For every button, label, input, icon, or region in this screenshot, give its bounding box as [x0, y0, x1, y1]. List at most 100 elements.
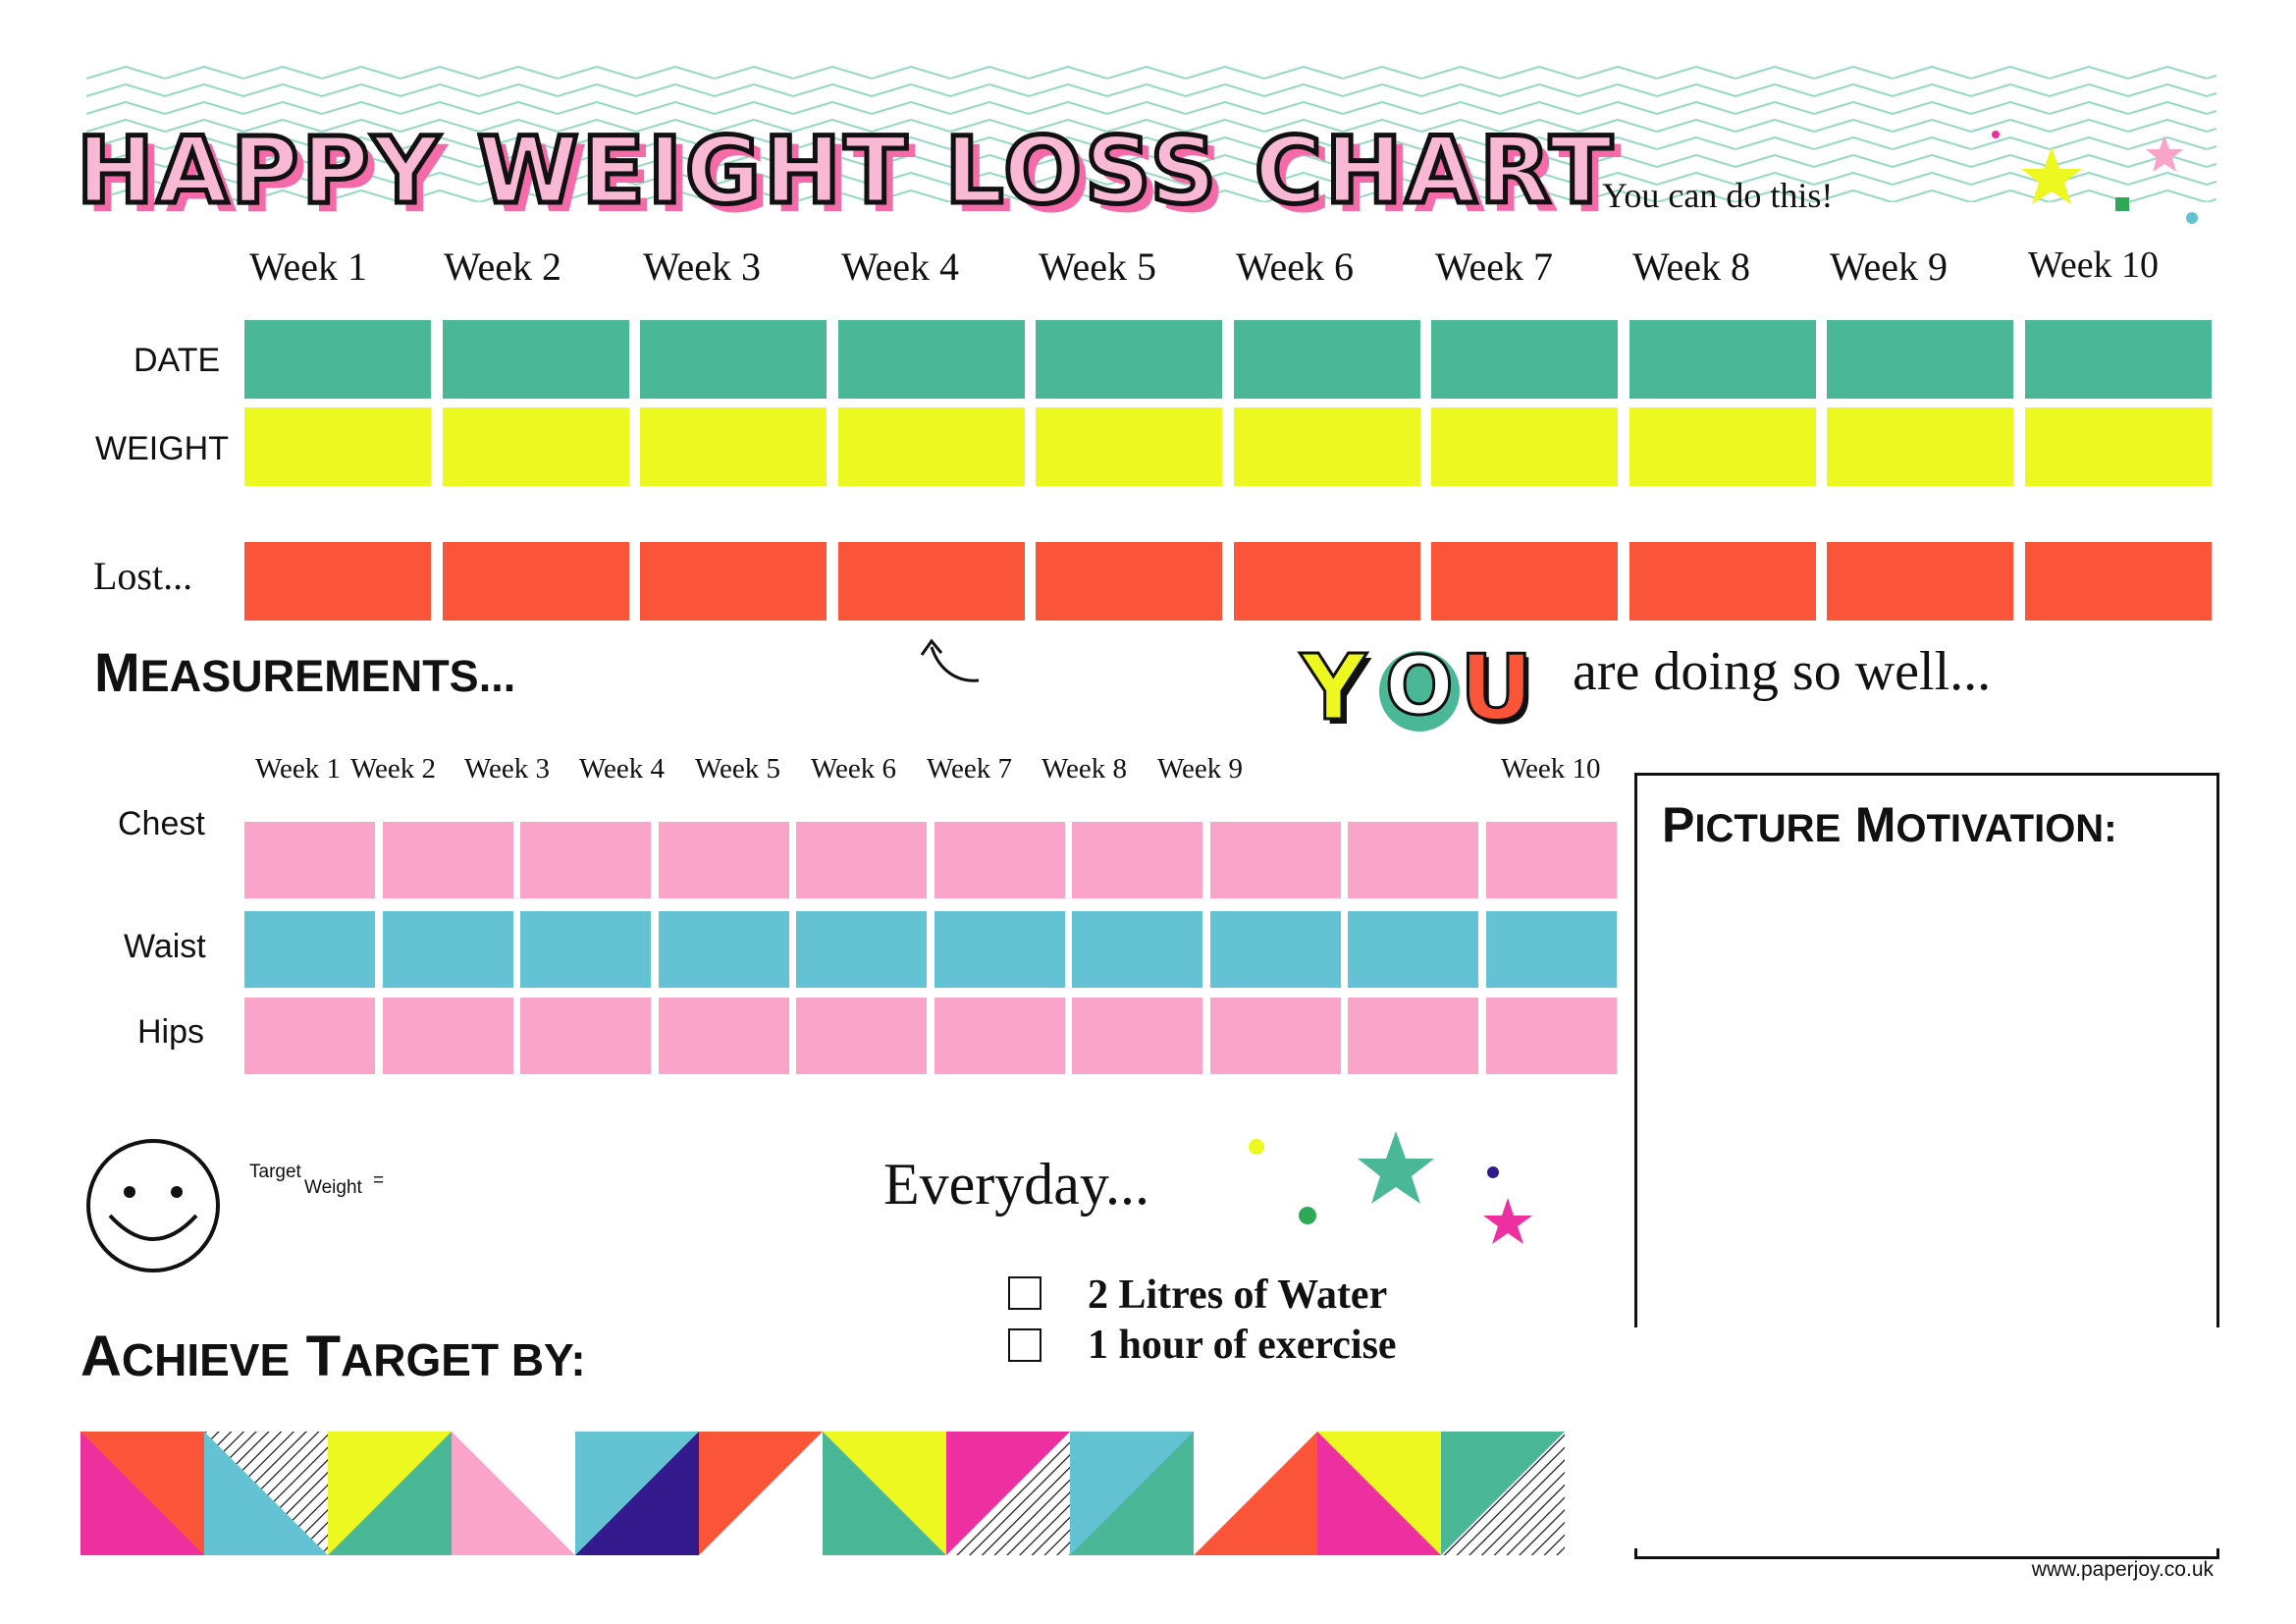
date-cell[interactable] [1431, 320, 1618, 399]
waist-cell[interactable] [244, 911, 375, 988]
weekly-header-week-4: Week 4 [841, 244, 960, 289]
lost-cell[interactable] [1629, 542, 1816, 621]
waist-cell[interactable] [382, 911, 513, 988]
chest-cell[interactable] [520, 822, 651, 898]
weekly-header-week-1: Week 1 [249, 244, 368, 289]
lost-cell[interactable] [640, 542, 827, 621]
hips-cell[interactable] [244, 998, 375, 1074]
measurement-header-week-3: Week 3 [464, 753, 551, 785]
chevron-pattern [86, 65, 2216, 202]
date-cell[interactable] [1827, 320, 2013, 399]
page-title: HAPPY WEIGHT LOSS CHART [75, 118, 1616, 225]
measurement-header-week-7: Week 7 [927, 753, 1013, 785]
measurement-header-week-6: Week 6 [811, 753, 897, 785]
tagline: You can do this! [1602, 176, 1834, 215]
weekly-header-week-6: Week 6 [1236, 244, 1355, 289]
exercise-label: 1 hour of exercise [1088, 1323, 1397, 1368]
measurement-header-week-9: Week 9 [1157, 753, 1244, 785]
exercise-checkbox[interactable] [1008, 1328, 1041, 1362]
weight-cell[interactable] [1036, 407, 1222, 486]
measurement-header-week-2: Week 2 [350, 753, 437, 785]
star-icon [1358, 1131, 1434, 1204]
hips-cell[interactable] [382, 998, 513, 1074]
chest-cell[interactable] [796, 822, 927, 898]
water-checkbox[interactable] [1008, 1276, 1041, 1310]
target-label-bottom: Weight [304, 1177, 362, 1198]
chest-cell[interactable] [934, 822, 1065, 898]
weight-cell[interactable] [2024, 407, 2212, 486]
date-cell[interactable] [1036, 320, 1222, 399]
waist-cell[interactable] [796, 911, 927, 988]
measurement-header-week-5: Week 5 [695, 753, 781, 785]
target-weight-input[interactable] [395, 1166, 885, 1198]
hips-cell[interactable] [1209, 998, 1341, 1074]
hips-cell[interactable] [1348, 998, 1478, 1074]
lost-cell[interactable] [1233, 542, 1420, 621]
lost-cell[interactable] [837, 542, 1025, 621]
date-cell[interactable] [1629, 320, 1816, 399]
hips-cell[interactable] [520, 998, 651, 1074]
weekly-header-week-10: Week 10 [2028, 244, 2160, 286]
weekly-header-week-2: Week 2 [444, 244, 562, 289]
weight-cell[interactable] [1629, 407, 1816, 486]
lost-cell[interactable] [2024, 542, 2212, 621]
weight-cell[interactable] [1827, 407, 2013, 486]
lost-cell[interactable] [244, 542, 431, 621]
square-icon [2115, 197, 2129, 211]
star-icon [1483, 1198, 1532, 1244]
row-label-waist: Waist [124, 928, 206, 965]
chest-cell[interactable] [244, 822, 375, 898]
dot-icon [1487, 1166, 1499, 1178]
weight-cell[interactable] [837, 407, 1025, 486]
date-cell[interactable] [442, 320, 629, 399]
lost-cell[interactable] [1827, 542, 2013, 621]
measurement-header-week-4: Week 4 [579, 753, 666, 785]
hips-cell[interactable] [934, 998, 1065, 1074]
picture-motivation-heading: PICTURE MOTIVATION: [1662, 797, 2117, 852]
smiley-face-icon [86, 1139, 220, 1272]
dot-icon [2186, 212, 2198, 224]
date-cell[interactable] [244, 320, 431, 399]
hips-cell[interactable] [658, 998, 789, 1074]
date-cell[interactable] [2024, 320, 2212, 399]
waist-cell[interactable] [1485, 911, 1617, 988]
weight-cell[interactable] [442, 407, 629, 486]
chest-cell[interactable] [1485, 822, 1617, 898]
hips-cell[interactable] [1072, 998, 1202, 1074]
geometric-pattern-band [80, 1432, 1565, 1555]
hips-cell[interactable] [1485, 998, 1617, 1074]
lost-cell[interactable] [442, 542, 629, 621]
encouragement-text: are doing so well... [1573, 641, 1992, 702]
waist-cell[interactable] [658, 911, 789, 988]
hips-cell[interactable] [796, 998, 927, 1074]
date-cell[interactable] [837, 320, 1025, 399]
date-cell[interactable] [640, 320, 827, 399]
you-lettering: Y O U [1300, 635, 1546, 741]
weight-cell[interactable] [1431, 407, 1618, 486]
footer-url: www.paperjoy.co.uk [2031, 1558, 2214, 1581]
waist-cell[interactable] [520, 911, 651, 988]
chest-cell[interactable] [1348, 822, 1478, 898]
waist-cell[interactable] [1348, 911, 1478, 988]
you-letter-y: Y [1300, 635, 1368, 740]
waist-cell[interactable] [1209, 911, 1341, 988]
chest-cell[interactable] [382, 822, 513, 898]
measurement-header-week-10: Week 10 [1501, 753, 1601, 785]
dot-icon [1299, 1207, 1316, 1224]
chest-cell[interactable] [1072, 822, 1202, 898]
weight-cell[interactable] [1233, 407, 1420, 486]
weight-cell[interactable] [244, 407, 431, 486]
row-label-date: DATE [133, 342, 221, 379]
date-cell[interactable] [1233, 320, 1420, 399]
measurement-header-week-8: Week 8 [1041, 753, 1128, 785]
dot-icon [1992, 131, 2000, 138]
chest-cell[interactable] [1209, 822, 1341, 898]
everyday-heading: Everyday... [883, 1152, 1149, 1217]
chest-cell[interactable] [658, 822, 789, 898]
waist-cell[interactable] [1072, 911, 1202, 988]
row-label-lost: Lost... [93, 554, 193, 598]
waist-cell[interactable] [934, 911, 1065, 988]
weight-cell[interactable] [640, 407, 827, 486]
lost-cell[interactable] [1431, 542, 1618, 621]
lost-cell[interactable] [1036, 542, 1222, 621]
